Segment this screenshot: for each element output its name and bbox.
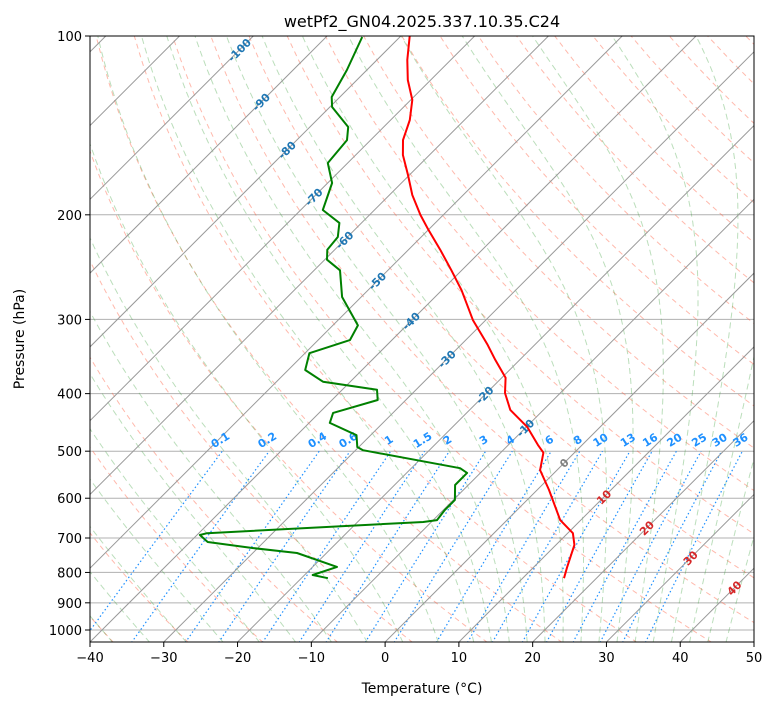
mixing-ratio-line [522, 451, 630, 642]
dry-adiabat [20, 36, 413, 643]
y-axis-label: Pressure (hPa) [12, 289, 28, 389]
y-tick-label: 100 [57, 30, 82, 45]
x-tick-label: 20 [524, 651, 541, 666]
isotherm [0, 0, 642, 643]
moist-adiabat [708, 36, 775, 643]
mixing-ratio-label: 0.4 [306, 429, 330, 451]
x-tick-label: −20 [224, 651, 251, 666]
moist-adiabat [0, 36, 223, 643]
isotherm [237, 0, 775, 643]
pressure-gridlines [90, 36, 754, 630]
mixing-ratio-line [81, 451, 222, 642]
x-tick-label: 0 [381, 651, 389, 666]
dry-adiabat [0, 36, 188, 643]
moist-adiabat [0, 36, 187, 643]
moist-adiabat [227, 36, 528, 643]
isotherms [0, 0, 775, 643]
dry-adiabats [0, 36, 775, 643]
isotherm [163, 0, 775, 643]
isotherm [385, 0, 775, 643]
mixing-ratio-label: 0.2 [256, 430, 279, 451]
x-tick-label: −40 [76, 651, 103, 666]
mixing-ratio-line [365, 451, 486, 642]
y-tick-label: 900 [57, 597, 82, 612]
mixing-ratio-line [600, 451, 701, 642]
y-tick-label: 700 [57, 532, 82, 547]
chart-title: wetPf2_GN04.2025.337.10.35.C24 [284, 12, 560, 32]
x-tick-label: 30 [598, 651, 615, 666]
mixing-ratio-line [436, 451, 551, 642]
x-axis-ticks: −40 −30 −20 −10 0 10 20 30 40 50 [76, 642, 762, 666]
moist-adiabat [533, 36, 664, 643]
dry-adiabat [440, 36, 775, 643]
moist-adiabat [689, 36, 775, 643]
moist-adiabat [262, 36, 545, 643]
mixing-ratio-label: 2 [441, 433, 454, 448]
x-tick-label: 40 [672, 651, 689, 666]
mixing-ratio-label: 25 [689, 431, 709, 450]
dry-adiabat [58, 36, 488, 643]
mixing-ratio-label: 0.1 [209, 430, 232, 451]
moist-adiabat [0, 36, 260, 643]
dry-adiabat [593, 36, 775, 643]
mixing-ratio-lines [81, 451, 742, 642]
isotherm-label: -60 [333, 228, 356, 251]
isotherm [606, 0, 775, 643]
isotherm [532, 0, 775, 643]
profile-series [200, 36, 575, 578]
moist-adiabats [0, 36, 775, 643]
temperature-line [403, 36, 575, 578]
mixing-ratio-label: 4 [504, 432, 518, 447]
mixing-ratio-label: 8 [571, 433, 584, 448]
y-tick-label: 400 [57, 388, 82, 403]
y-tick-label: 800 [57, 566, 82, 581]
x-tick-label: −30 [150, 651, 177, 666]
moist-adiabat [167, 36, 492, 643]
dry-adiabat [708, 36, 775, 643]
x-tick-label: 10 [451, 651, 468, 666]
x-axis-label: Temperature (°C) [361, 681, 483, 697]
moist-adiabat [462, 36, 633, 643]
y-tick-label: 200 [57, 209, 82, 224]
x-tick-label: −10 [298, 651, 325, 666]
isotherm [16, 0, 716, 643]
moist-adiabat [30, 36, 368, 643]
x-tick-label: 50 [746, 651, 763, 666]
y-tick-label: 500 [57, 445, 82, 460]
dry-adiabat [631, 36, 775, 643]
mixing-ratio-label: 13 [618, 431, 638, 450]
y-tick-label: 1000 [49, 624, 82, 639]
plot-frame [90, 36, 754, 642]
mixing-ratio-label: 1 [382, 433, 395, 448]
y-tick-label: 600 [57, 492, 82, 507]
isotherm [0, 0, 199, 643]
isotherm-label: -100 [225, 36, 254, 65]
dewpoint-line [200, 37, 467, 578]
dry-adiabat [0, 36, 263, 643]
moist-adiabat [98, 36, 439, 643]
mixing-ratio-label: 6 [543, 432, 557, 447]
mixing-ratio-line [326, 451, 450, 642]
isotherm [0, 0, 347, 643]
mixing-ratio-label: 16 [640, 430, 660, 449]
isotherm [753, 0, 775, 643]
y-tick-label: 300 [57, 313, 82, 328]
isotherm [680, 0, 775, 643]
isotherm-label: -90 [250, 90, 273, 113]
dry-adiabat [134, 36, 637, 643]
moist-adiabat [726, 36, 775, 643]
y-axis-ticks: 100 200 300 400 500 600 700 800 900 1000 [49, 30, 90, 639]
dry-adiabat [669, 36, 775, 643]
isotherm [458, 0, 775, 643]
mixing-ratio-line [573, 451, 676, 642]
moist-adiabat [671, 36, 738, 643]
mixing-ratio-line [262, 451, 390, 642]
dry-adiabat [517, 36, 775, 643]
